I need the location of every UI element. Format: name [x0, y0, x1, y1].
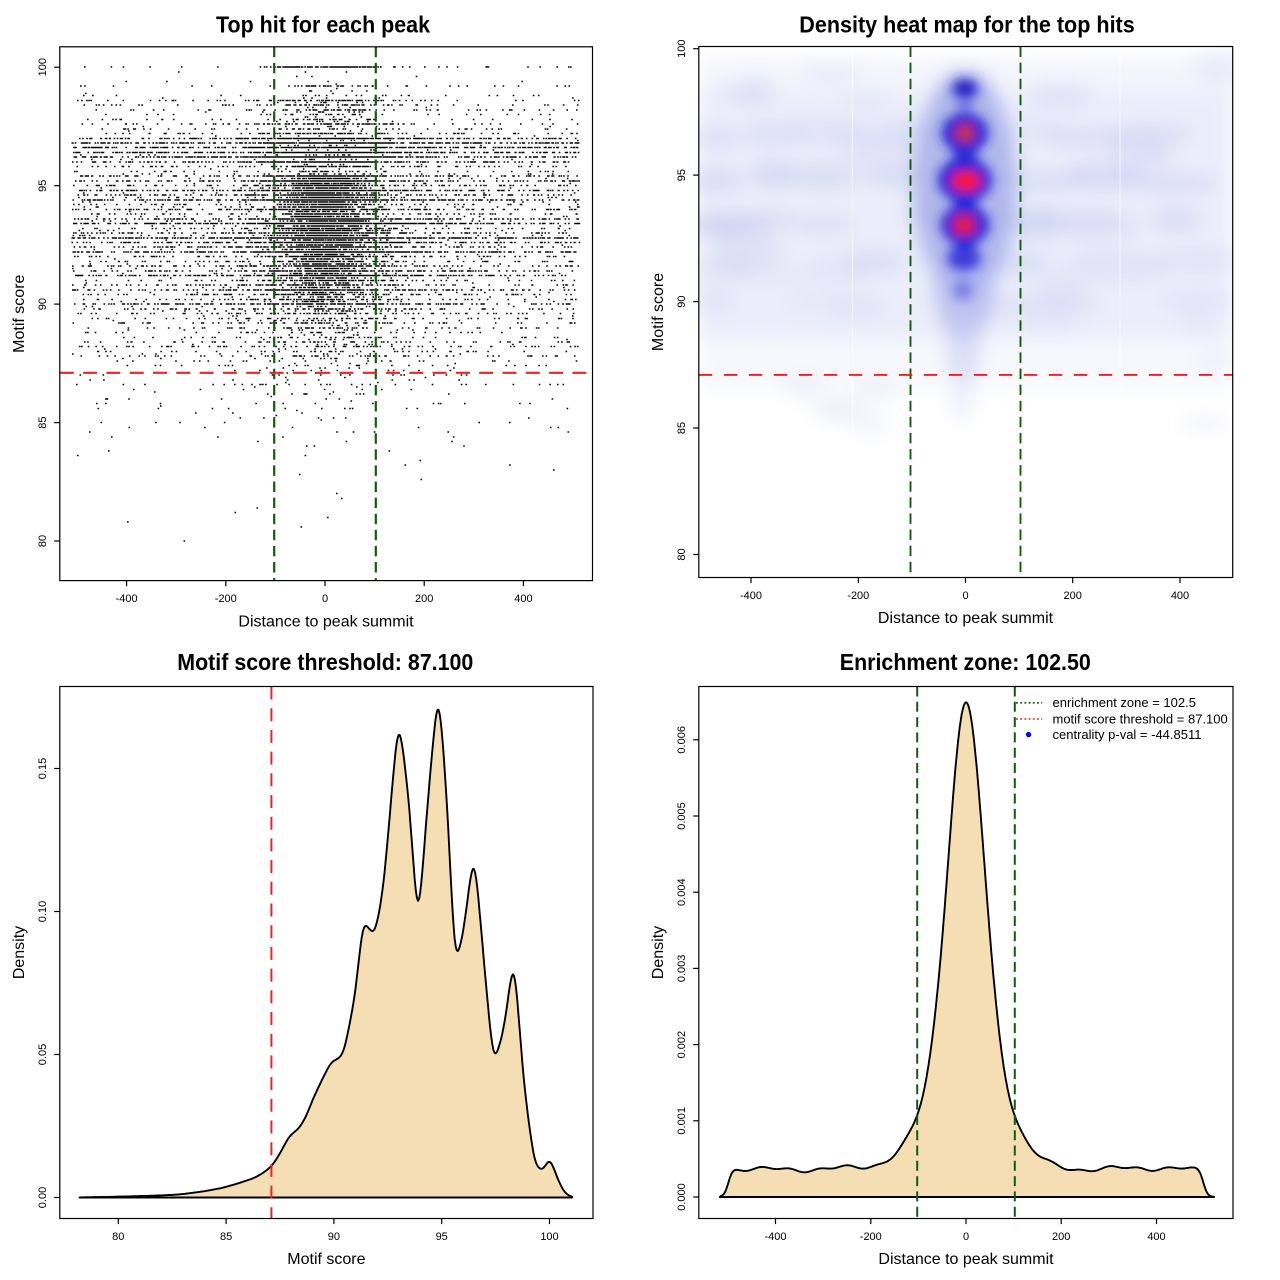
svg-text:motif score threshold = 87.100: motif score threshold = 87.100	[1053, 711, 1228, 726]
svg-text:100: 100	[540, 1231, 558, 1243]
svg-text:Density: Density	[650, 926, 667, 979]
svg-text:400: 400	[514, 593, 532, 605]
svg-text:Top hit for each peak: Top hit for each peak	[216, 11, 430, 37]
svg-text:85: 85	[220, 1231, 232, 1243]
svg-text:200: 200	[415, 593, 433, 605]
svg-text:0.004: 0.004	[676, 878, 688, 906]
svg-text:80: 80	[37, 535, 49, 547]
svg-text:0.00: 0.00	[37, 1187, 49, 1208]
svg-text:Motif score: Motif score	[650, 273, 667, 351]
svg-text:90: 90	[37, 298, 49, 310]
svg-text:0.001: 0.001	[676, 1107, 688, 1135]
svg-text:95: 95	[676, 169, 688, 181]
svg-text:100: 100	[37, 58, 49, 76]
svg-text:enrichment zone = 102.5: enrichment zone = 102.5	[1053, 695, 1196, 710]
svg-text:0: 0	[322, 593, 328, 605]
svg-text:Distance to peak summit: Distance to peak summit	[878, 1251, 1054, 1268]
svg-text:85: 85	[676, 422, 688, 434]
svg-text:-200: -200	[215, 593, 237, 605]
svg-text:80: 80	[112, 1231, 124, 1243]
svg-text:Distance to peak summit: Distance to peak summit	[238, 613, 414, 630]
svg-text:Motif score threshold: 87.100: Motif score threshold: 87.100	[177, 649, 473, 675]
svg-text:Enrichment zone: 102.50: Enrichment zone: 102.50	[840, 649, 1091, 675]
svg-text:0.003: 0.003	[676, 955, 688, 983]
svg-text:200: 200	[1052, 1231, 1070, 1243]
svg-text:200: 200	[1064, 590, 1082, 602]
svg-text:80: 80	[676, 548, 688, 560]
svg-text:-400: -400	[116, 593, 138, 605]
svg-text:0.000: 0.000	[676, 1183, 688, 1211]
svg-text:0.002: 0.002	[676, 1031, 688, 1059]
svg-text:0.10: 0.10	[37, 901, 49, 922]
svg-text:-400: -400	[764, 1231, 786, 1243]
svg-text:-400: -400	[740, 590, 762, 602]
svg-text:400: 400	[1171, 590, 1189, 602]
svg-text:0.05: 0.05	[37, 1044, 49, 1065]
svg-text:Density: Density	[11, 926, 28, 979]
svg-text:Motif score: Motif score	[287, 1251, 365, 1268]
svg-text:0.006: 0.006	[676, 726, 688, 754]
svg-text:0.15: 0.15	[37, 758, 49, 779]
svg-text:Density heat map for the top h: Density heat map for the top hits	[799, 11, 1135, 37]
svg-text:85: 85	[37, 416, 49, 428]
svg-text:0.005: 0.005	[676, 802, 688, 830]
svg-text:95: 95	[436, 1231, 448, 1243]
svg-text:0: 0	[962, 590, 968, 602]
svg-text:Distance to peak summit: Distance to peak summit	[878, 610, 1054, 627]
svg-text:-200: -200	[847, 590, 869, 602]
svg-text:100: 100	[676, 40, 688, 58]
svg-text:90: 90	[676, 295, 688, 307]
svg-text:0: 0	[963, 1231, 969, 1243]
svg-text:-200: -200	[860, 1231, 882, 1243]
svg-text:90: 90	[328, 1231, 340, 1243]
svg-text:95: 95	[37, 180, 49, 192]
svg-text:centrality p-val = -44.8511: centrality p-val = -44.8511	[1053, 727, 1202, 742]
svg-text:Motif score: Motif score	[11, 274, 28, 352]
svg-text:400: 400	[1147, 1231, 1165, 1243]
